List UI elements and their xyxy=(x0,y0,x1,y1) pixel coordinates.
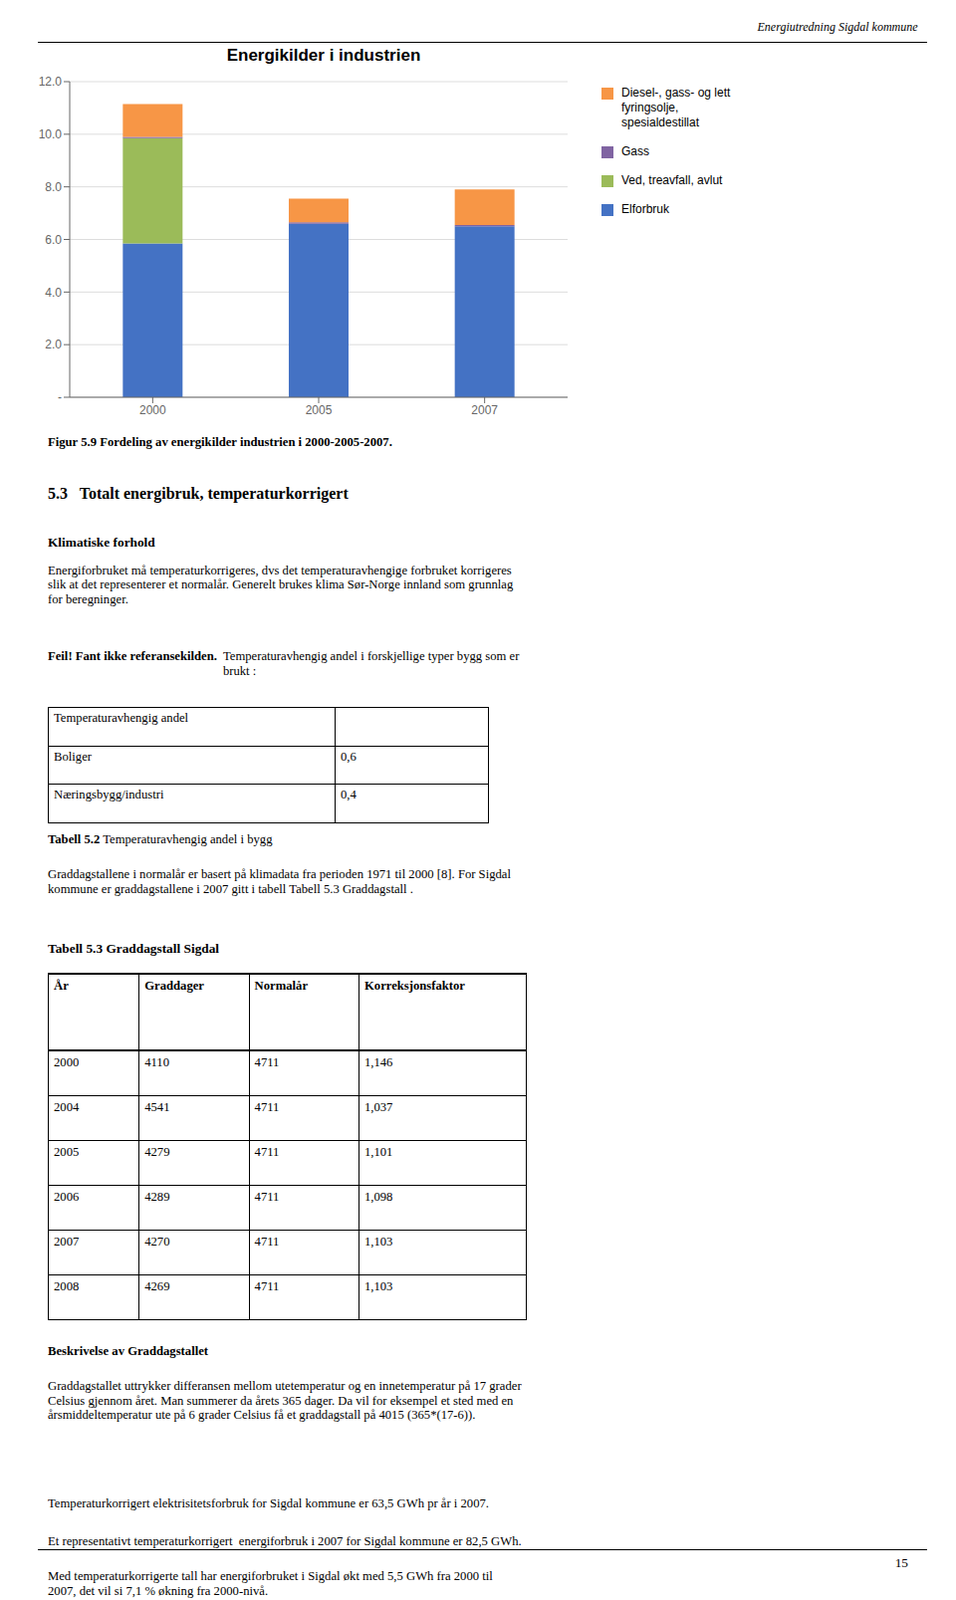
html-text:4711: 4711 xyxy=(254,1189,280,1204)
html-text:1,101: 1,101 xyxy=(364,1144,393,1159)
html-text:Graddager: Graddager xyxy=(144,978,205,993)
html-text:Energiutredning Sigdal kommune: Energiutredning Sigdal kommune xyxy=(757,20,918,35)
html-text:År: År xyxy=(53,978,69,993)
html-text:4711: 4711 xyxy=(254,1144,280,1159)
html-text:4110: 4110 xyxy=(144,1055,170,1070)
html-text:Ved, treavfall, avlut: Ved, treavfall, avlut xyxy=(621,173,723,188)
html-text:Elforbruk: Elforbruk xyxy=(621,202,670,217)
html-text:0,4: 0,4 xyxy=(340,788,357,803)
html-text:1,103: 1,103 xyxy=(364,1279,393,1294)
html-text:Figur 5.9 Fordeling av energik: Figur 5.9 Fordeling av energikilder indu… xyxy=(47,435,393,450)
svg-text:4.0: 4.0 xyxy=(44,285,62,300)
html-text:Graddagstallene i normalår er: Graddagstallene i normalår er basert på … xyxy=(47,867,511,896)
svg-text:10.0: 10.0 xyxy=(38,127,63,142)
html-text:2006: 2006 xyxy=(53,1189,79,1204)
svg-text:8.0: 8.0 xyxy=(44,180,62,195)
html-text:Normalår: Normalår xyxy=(254,978,308,993)
html-text:1,098: 1,098 xyxy=(364,1189,393,1204)
html-text:4541: 4541 xyxy=(144,1100,170,1115)
html-text:2008: 2008 xyxy=(53,1279,79,1294)
html-text:1,146: 1,146 xyxy=(364,1055,393,1070)
html-text:2007: 2007 xyxy=(53,1234,79,1249)
html-text:4711: 4711 xyxy=(254,1279,280,1294)
html-text:Næringsbygg/industri: Næringsbygg/industri xyxy=(53,788,164,803)
svg-text:2007: 2007 xyxy=(471,403,498,418)
html-text:4270: 4270 xyxy=(144,1234,170,1249)
html-text:2004: 2004 xyxy=(53,1100,79,1115)
html-text:5.3 Totalt energibruk, tempera: 5.3 Totalt energibruk, temperaturkorrige… xyxy=(47,484,349,502)
html-text:Diesel-, gass- og lett fyrings: Diesel-, gass- og lett fyringsolje, spes… xyxy=(621,85,731,130)
html-text:1,103: 1,103 xyxy=(364,1234,393,1249)
html-text:4279: 4279 xyxy=(144,1144,170,1159)
html-text:Temperaturkorrigert elektrisit: Temperaturkorrigert elektrisitetsforbruk… xyxy=(47,1496,489,1511)
html-text:Energiforbruket må temperaturk: Energiforbruket må temperaturkorrigeres,… xyxy=(47,563,514,607)
html-text:Boliger: Boliger xyxy=(53,749,92,764)
html-text:2000: 2000 xyxy=(53,1055,79,1070)
html-text:Korreksjonsfaktor: Korreksjonsfaktor xyxy=(364,978,466,993)
html-text:4711: 4711 xyxy=(254,1100,280,1115)
html-text:2005: 2005 xyxy=(53,1144,79,1159)
html-text:Klimatiske forhold: Klimatiske forhold xyxy=(47,534,156,550)
html-text:4289: 4289 xyxy=(144,1189,170,1204)
html-text:Tabell 5.2 Temperaturavhengig: Tabell 5.2 Temperaturavhengig andel i by… xyxy=(47,832,273,847)
html-text:1,037: 1,037 xyxy=(364,1100,393,1115)
svg-text:12.0: 12.0 xyxy=(38,74,63,89)
html-text:4711: 4711 xyxy=(254,1055,280,1070)
svg-text:2000: 2000 xyxy=(139,403,167,418)
html-text:Med temperaturkorrigerte tall: Med temperaturkorrigerte tall har energi… xyxy=(47,1569,493,1599)
svg-text:2005: 2005 xyxy=(305,403,333,418)
html-text:Beskrivelse av Graddagstallet: Beskrivelse av Graddagstallet xyxy=(47,1344,209,1359)
html-text:4269: 4269 xyxy=(144,1279,170,1294)
html-text:Temperaturavhengig andel: Temperaturavhengig andel xyxy=(53,711,189,726)
html-text:Et representativt temperaturko: Et representativt temperaturkorrigert en… xyxy=(47,1534,522,1549)
html-text:Gass: Gass xyxy=(621,144,650,159)
html-text:Energikilder i industrien: Energikilder i industrien xyxy=(226,45,421,65)
svg-text:6.0: 6.0 xyxy=(44,233,62,247)
html-text:Tabell 5.3 Graddagstall Sigdal: Tabell 5.3 Graddagstall Sigdal xyxy=(47,940,220,956)
svg-text:2.0: 2.0 xyxy=(44,337,62,352)
html-text:4711: 4711 xyxy=(254,1234,280,1249)
html-text:0,6: 0,6 xyxy=(340,749,357,764)
html-text:15: 15 xyxy=(894,1555,909,1571)
html-text:Feil! Fant ikke referansekilde: Feil! Fant ikke referansekilden. Tempera… xyxy=(47,649,520,679)
svg-text:-: - xyxy=(57,390,62,405)
html-text:Graddagstallet uttrykker diffe: Graddagstallet uttrykker differansen mel… xyxy=(47,1379,522,1423)
